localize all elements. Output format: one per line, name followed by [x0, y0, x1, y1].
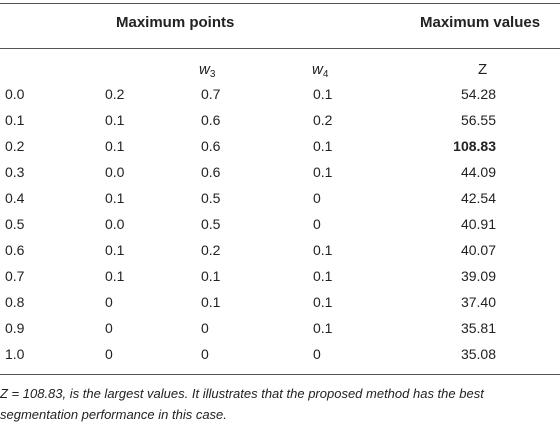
table-top-rule: [0, 3, 560, 4]
column-header-z: Z: [478, 61, 488, 78]
table-cell: 0.7: [201, 86, 221, 102]
table-row: 0.0 0.2 0.7 0.1 54.28: [0, 81, 560, 107]
table-row: 0.6 0.1 0.2 0.1 40.07: [0, 237, 560, 263]
table-row: 0.1 0.1 0.6 0.2 56.55: [0, 107, 560, 133]
table-cell: 0.9: [5, 320, 25, 336]
table-cell: 0.1: [313, 164, 333, 180]
table-row: 0.5 0.0 0.5 0 40.91: [0, 211, 560, 237]
table-cell: 0.5: [201, 190, 221, 206]
table-cell: 0.0: [105, 164, 125, 180]
table-cell: 0.2: [105, 86, 125, 102]
column-header-w4: w4: [312, 61, 329, 80]
table-cell: 0.1: [313, 242, 333, 258]
table-cell: 0.1: [105, 138, 125, 154]
table-cell: 0.5: [201, 216, 221, 232]
table-cell: 0: [313, 346, 321, 362]
table-cell: 40.91: [460, 216, 496, 232]
table-row: 0.7 0.1 0.1 0.1 39.09: [0, 263, 560, 289]
table-row: 0.4 0.1 0.5 0 42.54: [0, 185, 560, 211]
table-cell: 37.40: [460, 294, 496, 310]
column-header-w3: w3: [199, 61, 216, 80]
table-row: 0.8 0 0.1 0.1 37.40: [0, 289, 560, 315]
table-bottom-rule: [0, 374, 560, 375]
table-cell: 0.4: [5, 190, 25, 206]
table-cell: 0.0: [5, 86, 25, 102]
table-cell: 0: [105, 294, 113, 310]
table-cell: 0.1: [313, 268, 333, 284]
table-row: 0.3 0.0 0.6 0.1 44.09: [0, 159, 560, 185]
table-cell: 39.09: [460, 268, 496, 284]
table-cell: 0: [201, 346, 209, 362]
table-cell: 0.0: [105, 216, 125, 232]
table-cell: 0.2: [201, 242, 221, 258]
table-cell: 1.0: [5, 346, 25, 362]
header-maximum-values: Maximum values: [420, 14, 541, 31]
table-cell: 0.1: [105, 112, 125, 128]
data-table: 0.0 0.2 0.7 0.1 54.28 0.1 0.1 0.6 0.2 56.55 0.2 0.1…: [0, 81, 560, 367]
table-cell: 56.55: [460, 112, 496, 128]
table-cell: 40.07: [460, 242, 496, 258]
table-cell: 44.09: [460, 164, 496, 180]
table-cell: 0: [105, 346, 113, 362]
table-cell: 0.6: [5, 242, 25, 258]
table-cell: 0.1: [313, 294, 333, 310]
table-cell: 54.28: [460, 86, 496, 102]
table-cell: 0.6: [201, 112, 221, 128]
table-cell: 0.2: [313, 112, 333, 128]
table-cell: 0.1: [105, 268, 125, 284]
table-cell: 0.5: [5, 216, 25, 232]
table-cell: 35.81: [460, 320, 496, 336]
table-cell: 0.7: [5, 268, 25, 284]
table-cell: 0: [313, 216, 321, 232]
table-row: 0.2 0.1 0.6 0.1 108.83: [0, 133, 560, 159]
table-row: 0.9 0 0 0.1 35.81: [0, 315, 560, 341]
table-cell: 0: [105, 320, 113, 336]
table-cell: 0.3: [5, 164, 25, 180]
table-cell: 0: [313, 190, 321, 206]
table-cell: 35.08: [460, 346, 496, 362]
table-cell: 0.1: [105, 190, 125, 206]
table-cell: 0.1: [313, 86, 333, 102]
header-maximum-points: Maximum points: [116, 14, 235, 31]
table-cell: 0.1: [201, 268, 221, 284]
header-rule: [0, 48, 560, 49]
table-cell: 108.83: [453, 138, 496, 154]
table-cell: 0.1: [5, 112, 25, 128]
table-cell: 0.8: [5, 294, 25, 310]
table-cell: 0.2: [5, 138, 25, 154]
table-cell: 0.6: [201, 164, 221, 180]
table-cell: 42.54: [460, 190, 496, 206]
table-cell: 0.1: [105, 242, 125, 258]
table-cell: 0.1: [201, 294, 221, 310]
table-footnote: Z = 108.83, is the largest values. It il…: [0, 386, 484, 422]
table-cell: 0.1: [313, 320, 333, 336]
table-cell: 0.6: [201, 138, 221, 154]
table-cell: 0.1: [313, 138, 333, 154]
data-table-body: 0.0 0.2 0.7 0.1 54.28 0.1 0.1 0.6 0.2 56.55 0.2 0.1…: [0, 81, 560, 367]
table-row: 1.0 0 0 0 35.08: [0, 341, 560, 367]
table-cell: 0: [201, 320, 209, 336]
